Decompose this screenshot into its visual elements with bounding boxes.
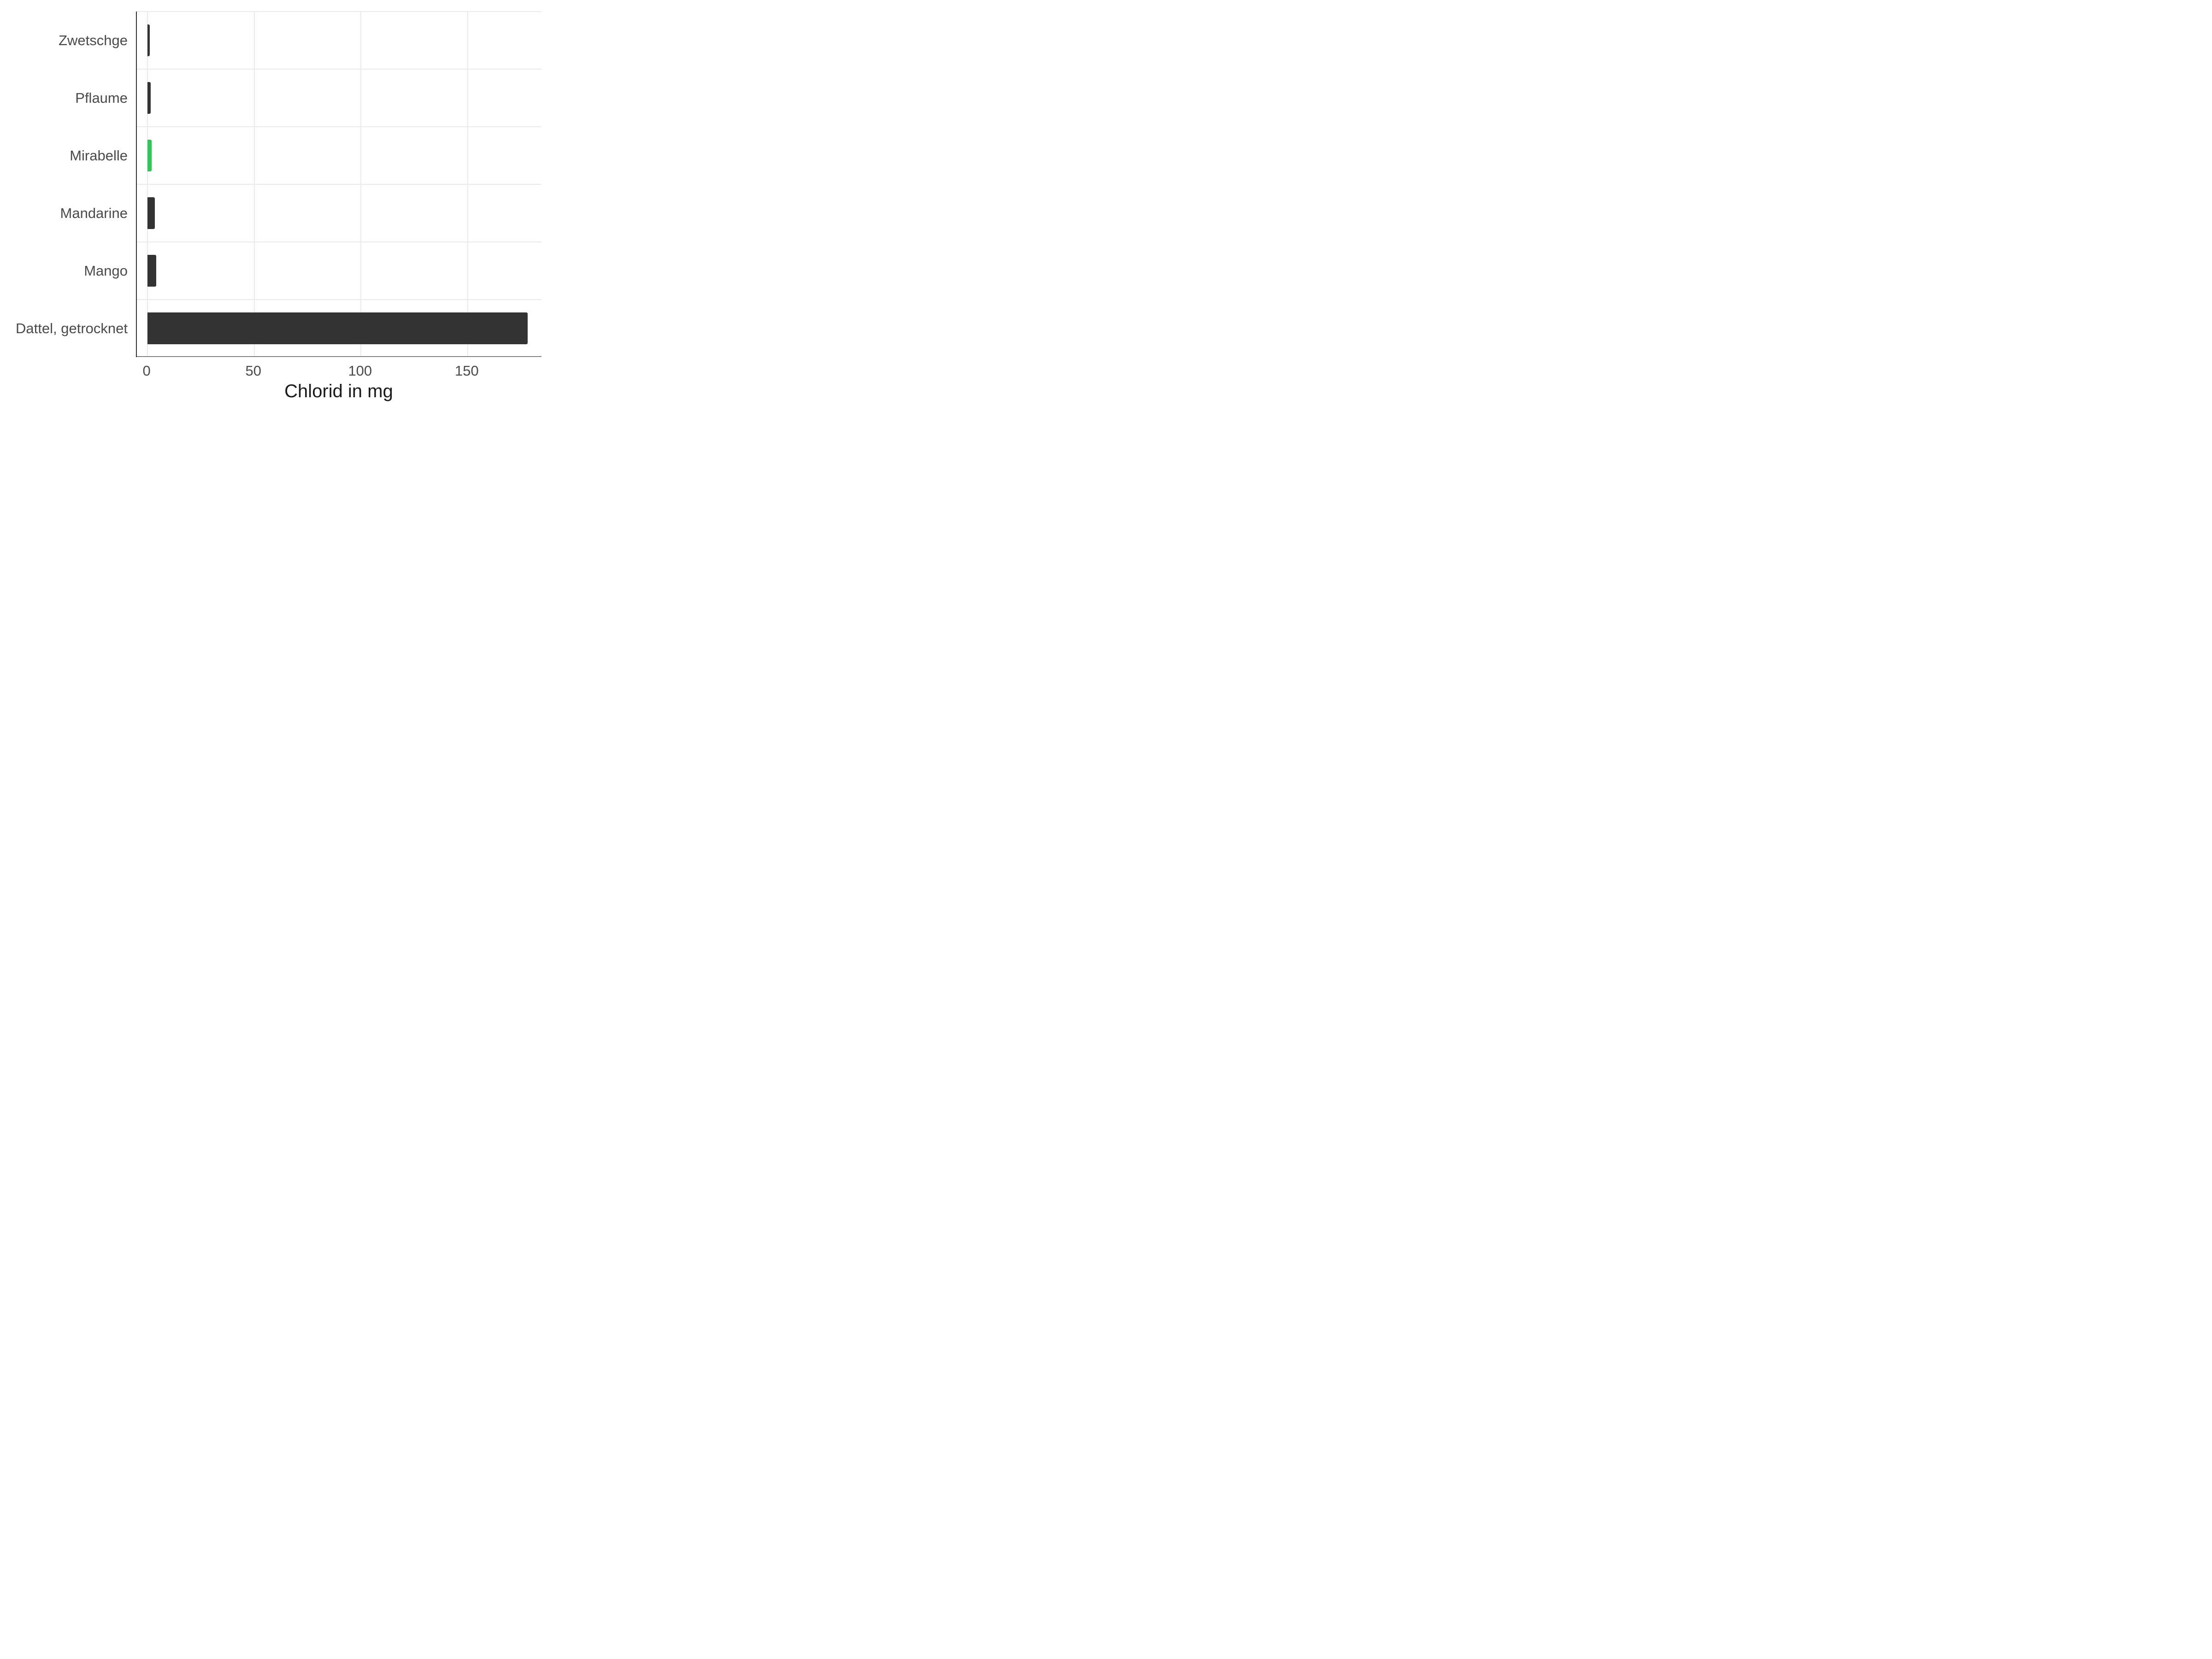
hgrid-line bbox=[137, 69, 541, 70]
y-tick-label: Pflaume bbox=[0, 90, 128, 106]
bar bbox=[147, 197, 155, 229]
plot-area bbox=[136, 12, 541, 357]
vgrid-line bbox=[147, 12, 148, 356]
bar bbox=[147, 312, 527, 344]
vgrid-line bbox=[360, 12, 361, 356]
hgrid-line bbox=[137, 299, 541, 300]
x-tick-label: 150 bbox=[455, 363, 479, 379]
y-tick-label: Mirabelle bbox=[0, 147, 128, 164]
x-axis-title: Chlorid in mg bbox=[136, 381, 541, 402]
bar bbox=[147, 140, 152, 171]
hgrid-line bbox=[137, 126, 541, 127]
x-tick-label: 100 bbox=[348, 363, 372, 379]
x-tick-label: 0 bbox=[143, 363, 151, 379]
y-tick-label: Dattel, getrocknet bbox=[0, 320, 128, 337]
bar bbox=[147, 24, 150, 56]
hgrid-line bbox=[137, 357, 541, 358]
chart-container: Zwetschge Pflaume Mirabelle Mandarine Mango D… bbox=[0, 0, 553, 415]
y-tick-label: Mandarine bbox=[0, 205, 128, 222]
y-tick-label: Zwetschge bbox=[0, 32, 128, 49]
hgrid-line bbox=[137, 184, 541, 185]
hgrid-line bbox=[137, 11, 541, 12]
y-tick-label: Mango bbox=[0, 263, 128, 279]
vgrid-line bbox=[467, 12, 468, 356]
hgrid-line bbox=[137, 241, 541, 242]
bar bbox=[147, 255, 156, 287]
bar bbox=[147, 82, 151, 114]
x-tick-label: 50 bbox=[245, 363, 261, 379]
vgrid-line bbox=[254, 12, 255, 356]
